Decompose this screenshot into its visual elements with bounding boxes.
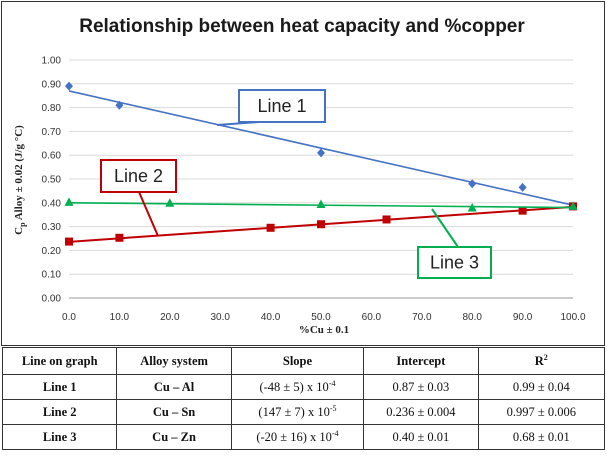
callout-box — [238, 89, 326, 123]
callout-label: Line 3 — [430, 253, 479, 273]
cell-r2: 0.99 ± 0.04 — [477, 374, 606, 400]
x-tick-label: 60.0 — [362, 312, 382, 323]
cell-intercept: 0.236 ± 0.004 — [363, 399, 479, 425]
x-tick-label: 40.0 — [261, 312, 281, 323]
data-point — [266, 223, 275, 232]
callout-box — [100, 159, 177, 193]
cell-slope: (-20 ± 16) x 10-4 — [230, 424, 365, 450]
x-tick-label: 0.0 — [62, 312, 76, 323]
x-tick-label: 90.0 — [513, 312, 533, 323]
cell-intercept: 0.87 ± 0.03 — [363, 374, 479, 400]
callout-label: Line 2 — [114, 166, 163, 186]
y-tick-label: 0.90 — [42, 79, 62, 90]
data-point — [316, 199, 326, 208]
cell-slope: (-48 ± 5) x 10-4 — [230, 374, 365, 400]
cell-line: Line 1 — [1, 374, 118, 400]
cell-slope: (147 ± 7) x 10-5 — [230, 399, 365, 425]
y-tick-label: 0.40 — [42, 198, 62, 209]
callout-pointer — [431, 208, 459, 248]
slope-exponent: -5 — [329, 403, 337, 413]
y-tick-label: 0.30 — [42, 222, 62, 233]
callout-box — [417, 246, 492, 279]
slope-value: (-48 ± 5) x 10 — [259, 379, 329, 394]
x-tick-label: 100.0 — [560, 312, 585, 323]
y-tick-label: 0.80 — [42, 103, 62, 114]
x-tick-label: 80.0 — [462, 312, 482, 323]
data-point — [518, 206, 527, 215]
y-axis-label-main: C — [13, 227, 25, 235]
cell-alloy: Cu – Sn — [116, 399, 232, 425]
y-axis-label-subscript: p — [18, 222, 27, 227]
series — [64, 81, 578, 246]
x-tick-label: 70.0 — [412, 312, 432, 323]
results-table: Line on graph Alloy system Slope Interce… — [1, 347, 606, 450]
data-point — [115, 100, 124, 110]
x-tick-label: 30.0 — [210, 312, 230, 323]
table-row: Line 3 Cu – Zn (-20 ± 16) x 10-4 0.40 ± … — [1, 424, 606, 450]
slope-exponent: -4 — [328, 378, 336, 388]
y-tick-label: 0.00 — [42, 294, 62, 305]
data-point — [65, 237, 73, 246]
header-intercept: Intercept — [363, 347, 479, 375]
cell-line: Line 2 — [1, 399, 118, 425]
slope-value: (-20 ± 16) x 10 — [256, 429, 332, 444]
data-point — [518, 182, 527, 192]
data-point — [165, 198, 175, 207]
x-tick-label: 10.0 — [110, 312, 130, 323]
data-point — [64, 197, 74, 206]
data-point — [468, 179, 477, 189]
chart-frame: Relationship between heat capacity and %… — [1, 1, 605, 346]
x-tick-label: 50.0 — [311, 312, 331, 323]
x-axis-label: %Cu ± 0.1 — [299, 324, 349, 336]
cell-r2: 0.997 ± 0.006 — [477, 399, 606, 425]
y-axis-label-rest: Alloy ± 0.02 (J/g °C) — [13, 125, 25, 223]
table-header-row: Line on graph Alloy system Slope Interce… — [1, 347, 606, 375]
callout-pointer — [138, 191, 159, 237]
cell-r2: 0.68 ± 0.01 — [477, 424, 606, 450]
header-r-superscript: 2 — [543, 352, 548, 362]
slope-exponent: -4 — [331, 428, 339, 438]
data-point — [317, 220, 325, 229]
data-point — [382, 215, 391, 224]
table-row: Line 1 Cu – Al (-48 ± 5) x 10-4 0.87 ± 0… — [1, 374, 606, 400]
cell-alloy: Cu – Al — [116, 374, 232, 400]
x-tick-label: 20.0 — [160, 312, 180, 323]
header-r-squared: R2 — [477, 347, 606, 375]
data-point — [115, 233, 124, 242]
callouts: Line 1 Line 2 Line 3 — [100, 89, 492, 279]
header-alloy-system: Alloy system — [116, 347, 232, 375]
header-line-on-graph: Line on graph — [1, 347, 118, 375]
cell-intercept: 0.40 ± 0.01 — [363, 424, 479, 450]
cell-line: Line 3 — [1, 424, 118, 450]
y-axis-label: Cp Alloy ± 0.02 (J/g °C) — [13, 125, 27, 235]
x-tick-labels: 0.0 10.0 20.0 30.0 40.0 50.0 60.0 70.0 80.0 90.0 1… — [62, 312, 586, 323]
data-point — [317, 148, 325, 158]
y-tick-label: 0.20 — [42, 246, 62, 257]
chart-title: Relationship between heat capacity and %… — [79, 16, 525, 37]
cell-alloy: Cu – Zn — [116, 424, 232, 450]
data-point — [568, 201, 578, 210]
callout-label: Line 1 — [257, 96, 306, 116]
header-r-label: R — [534, 353, 544, 368]
header-slope: Slope — [230, 347, 365, 375]
table-row: Line 2 Cu – Sn (147 ± 7) x 10-5 0.236 ± … — [1, 399, 606, 425]
trend-line — [68, 90, 574, 206]
data-point — [467, 203, 477, 212]
y-tick-label: 1.00 — [42, 56, 62, 67]
chart: Relationship between heat capacity and %… — [13, 16, 586, 336]
y-tick-label: 0.70 — [42, 127, 62, 138]
y-tick-label: 0.60 — [42, 151, 62, 162]
data-point — [65, 81, 73, 91]
slope-value: (147 ± 7) x 10 — [258, 404, 330, 419]
y-tick-label: 0.10 — [42, 270, 62, 281]
y-tick-label: 0.50 — [42, 175, 62, 186]
y-tick-labels: 0.00 0.10 0.20 0.30 0.40 0.50 0.60 0.70 0.80 0.90… — [42, 56, 62, 305]
